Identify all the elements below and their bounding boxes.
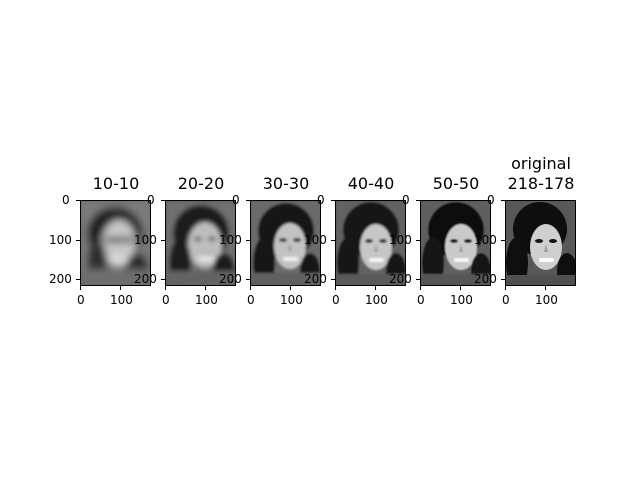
y-tick-label: 200 xyxy=(474,272,497,286)
subplot-title: 30-30 xyxy=(262,174,310,193)
x-tick-label: 0 xyxy=(162,293,170,307)
x-tick-label: 100 xyxy=(535,293,558,307)
y-tick-label: 200 xyxy=(49,272,72,286)
subplot-title: 10-10 xyxy=(92,174,140,193)
x-tick-label: 100 xyxy=(280,293,303,307)
subplot-title: 50-50 xyxy=(432,174,480,193)
reconstruction-image-panel-3 xyxy=(250,200,321,286)
reconstruction-image-panel-4 xyxy=(335,200,406,286)
subplot-title-line1: original xyxy=(511,154,571,173)
y-tick-label: 200 xyxy=(389,272,412,286)
x-tick-label: 0 xyxy=(502,293,510,307)
x-tick-label: 100 xyxy=(450,293,473,307)
x-tick-label: 0 xyxy=(247,293,255,307)
original-image-panel xyxy=(505,200,576,286)
x-tick-label: 0 xyxy=(417,293,425,307)
y-tick-label: 100 xyxy=(219,233,242,247)
y-tick-label: 100 xyxy=(474,233,497,247)
y-tick-label: 200 xyxy=(134,272,157,286)
y-tick-label: 0 xyxy=(62,193,70,207)
y-tick-label: 200 xyxy=(304,272,327,286)
face-image-blurred-20 xyxy=(166,201,235,285)
y-tick-label: 200 xyxy=(219,272,242,286)
subplot-title: 218-178 xyxy=(507,174,575,193)
face-image-original xyxy=(506,201,575,285)
y-tick-label: 0 xyxy=(317,193,325,207)
x-tick-label: 100 xyxy=(195,293,218,307)
y-tick-label: 0 xyxy=(487,193,495,207)
y-tick-label: 0 xyxy=(147,193,155,207)
face-image-blurred-30 xyxy=(251,201,320,285)
y-tick-label: 100 xyxy=(134,233,157,247)
face-image-blurred-10 xyxy=(81,201,150,285)
x-tick-label: 0 xyxy=(332,293,340,307)
y-tick-label: 0 xyxy=(232,193,240,207)
x-tick-label: 100 xyxy=(365,293,388,307)
face-image-blurred-40 xyxy=(336,201,405,285)
x-tick-label: 0 xyxy=(77,293,85,307)
reconstruction-image-panel-5 xyxy=(420,200,491,286)
x-tick-label: 100 xyxy=(110,293,133,307)
y-tick-label: 100 xyxy=(49,233,72,247)
face-image-blurred-50 xyxy=(421,201,490,285)
subplot-title: 20-20 xyxy=(177,174,225,193)
y-tick-label: 100 xyxy=(304,233,327,247)
reconstruction-image-panel-2 xyxy=(165,200,236,286)
y-tick-label: 0 xyxy=(402,193,410,207)
reconstruction-image-panel-1 xyxy=(80,200,151,286)
y-tick-label: 100 xyxy=(389,233,412,247)
subplot-title: 40-40 xyxy=(347,174,395,193)
